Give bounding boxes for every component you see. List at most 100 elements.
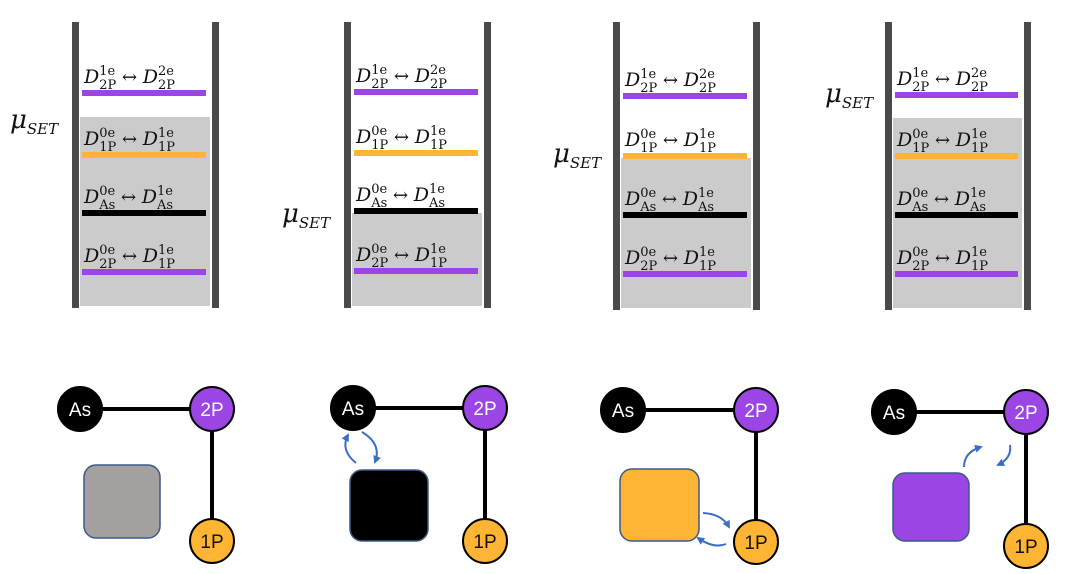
- occupied-region: [352, 213, 482, 306]
- level-line-4: [623, 271, 747, 277]
- level-symbol: D: [83, 128, 99, 150]
- level-arrow: ↔: [116, 67, 143, 88]
- level-label-3: D0e As ↔ D1e As: [624, 186, 714, 215]
- 2p-node: [462, 385, 508, 431]
- 1p-node: [733, 519, 779, 565]
- level-label-2: D0e 1P ↔ D1e 1P: [896, 127, 988, 156]
- 1p-node: [462, 518, 508, 564]
- level-sup: 0e: [99, 126, 115, 141]
- as-node: [871, 389, 917, 435]
- network-2: As 2P 1P: [330, 385, 508, 564]
- 2p-node: [1003, 389, 1049, 435]
- network-4: As 2P 1P: [871, 389, 1049, 569]
- mu-symbol: μ: [282, 199, 299, 229]
- level-symbol: D: [355, 184, 371, 206]
- mu-symbol: μ: [10, 105, 27, 135]
- level-label-3: D0e As ↔ D1e As: [355, 182, 445, 211]
- mu-subscript: SET: [299, 214, 331, 232]
- level-sup: 0e: [912, 127, 928, 142]
- level-sub: As: [969, 200, 986, 215]
- level-sup: 1e: [698, 186, 714, 201]
- level-label-2: D0e 1P ↔ D1e 1P: [624, 127, 716, 156]
- level-label-4: D0e 2P ↔ D1e 1P: [624, 245, 716, 274]
- left-wall: [613, 22, 620, 310]
- level-sup: 0e: [912, 245, 928, 260]
- level-sub: 2P: [99, 78, 116, 93]
- set-island-square: [892, 472, 970, 542]
- level-sup: 0e: [640, 186, 656, 201]
- level-arrow: ↔: [116, 246, 143, 267]
- level-label-1: D1e 2P ↔ D2e 2P: [624, 67, 716, 96]
- level-sub: 2P: [912, 259, 929, 274]
- level-label-4: D0e 2P ↔ D1e 1P: [896, 245, 988, 274]
- tunnel-arrow-up: [341, 433, 357, 464]
- tunnel-arrow-right: [702, 512, 730, 529]
- level-symbol: D: [896, 68, 912, 90]
- right-wall: [212, 22, 219, 308]
- level-symbol: D: [896, 247, 912, 269]
- level-symbol: D: [683, 129, 699, 151]
- 2p-node-label: 2P: [1014, 403, 1037, 424]
- level-arrow: ↔: [388, 127, 415, 148]
- level-symbol: D: [142, 66, 158, 88]
- level-symbol: D: [896, 129, 912, 151]
- level-line-2: [623, 153, 747, 159]
- as-node: [600, 387, 646, 433]
- level-sup: 0e: [371, 182, 387, 197]
- level-symbol: D: [955, 247, 971, 269]
- level-symbol: D: [414, 65, 430, 87]
- level-sub: 2P: [371, 256, 388, 271]
- level-sub: 2P: [699, 81, 716, 96]
- set-island-square: [83, 464, 161, 539]
- level-symbol: D: [83, 186, 99, 208]
- level-line-3: [623, 212, 747, 218]
- level-sup: 0e: [371, 242, 387, 257]
- level-line-1: [82, 90, 206, 96]
- level-sup: 0e: [371, 124, 387, 139]
- level-symbol: D: [142, 245, 158, 267]
- level-symbol: D: [954, 188, 970, 210]
- level-sub: 1P: [971, 259, 988, 274]
- mu-subscript: SET: [27, 120, 59, 138]
- level-sup: 1e: [157, 184, 173, 199]
- level-sup: 0e: [640, 245, 656, 260]
- mu-symbol: μ: [825, 79, 842, 109]
- level-sub: As: [428, 196, 445, 211]
- level-symbol: D: [624, 247, 640, 269]
- level-sup: 1e: [699, 127, 715, 142]
- level-line-4: [82, 269, 206, 275]
- as-node-label: As: [69, 400, 91, 421]
- level-sup: 1e: [971, 245, 987, 260]
- level-sup: 1e: [912, 66, 928, 81]
- level-arrow: ↔: [928, 189, 955, 210]
- tunnel-arrow-up: [963, 444, 983, 468]
- level-arrow: ↔: [388, 245, 415, 266]
- right-wall: [1024, 22, 1031, 310]
- level-label-4: D0e 2P ↔ D1e 1P: [83, 243, 175, 272]
- network-1: As 2P 1P: [57, 386, 235, 564]
- level-sup: 1e: [371, 63, 387, 78]
- level-sup: 1e: [429, 182, 445, 197]
- level-sub: 1P: [371, 138, 388, 153]
- level-line-2: [895, 153, 1018, 159]
- level-symbol: D: [414, 244, 430, 266]
- 2p-node-label: 2P: [744, 401, 767, 422]
- right-wall: [484, 22, 491, 308]
- level-line-4: [354, 268, 478, 274]
- as-node-label: As: [883, 403, 905, 424]
- level-symbol: D: [624, 69, 640, 91]
- level-symbol: D: [624, 188, 640, 210]
- level-symbol: D: [413, 184, 429, 206]
- level-line-1: [895, 92, 1018, 98]
- level-symbol: D: [83, 245, 99, 267]
- level-sup: 2e: [971, 66, 987, 81]
- 1p-node: [1003, 523, 1049, 569]
- level-line-3: [354, 208, 478, 214]
- level-sup: 1e: [971, 127, 987, 142]
- level-line-3: [82, 210, 206, 216]
- level-sub: 2P: [99, 257, 116, 272]
- level-sup: 1e: [430, 124, 446, 139]
